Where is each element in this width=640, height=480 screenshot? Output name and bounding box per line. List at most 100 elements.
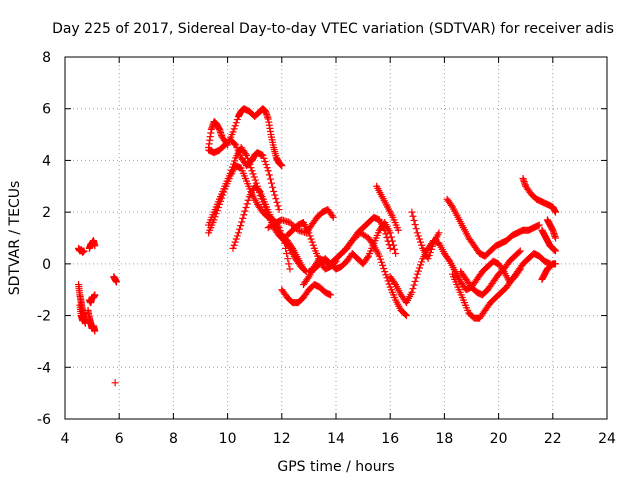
series-arc-3 [205,162,294,273]
data-point [299,265,307,273]
data-point [272,195,280,203]
data-point [241,207,249,215]
x-tick-label: 8 [169,431,178,447]
y-tick-label: -4 [37,360,51,376]
data-point [392,250,400,258]
data-point [227,166,235,174]
y-tick-label: -6 [37,412,51,428]
y-tick-label: 4 [42,153,51,169]
data-point [408,208,416,216]
series-late-d [543,216,560,242]
data-point [415,235,423,243]
data-point [306,232,314,240]
data-point [232,235,240,243]
data-point [408,288,416,296]
x-tick-label: 16 [381,431,399,447]
data-point [286,218,294,226]
data-point [236,225,244,233]
data-point [387,233,395,241]
data-point [230,125,238,133]
data-point [401,311,409,319]
data-point [265,171,273,179]
data-point [241,150,249,158]
data-point [535,221,543,229]
data-point [91,242,99,250]
data-point [350,235,358,243]
data-point [516,265,524,273]
data-point [329,213,337,221]
data-point [417,261,425,269]
series-late-b [538,226,560,255]
data-point [305,229,313,237]
data-point [91,327,99,335]
data-point [261,157,269,165]
series-early-g [110,273,120,286]
data-point [264,167,272,175]
data-point [245,157,253,165]
data-point [391,279,399,287]
x-tick-label: 20 [490,431,508,447]
x-tick-label: 12 [273,431,291,447]
data-point [271,191,279,199]
data-point [309,241,317,249]
data-point [515,267,523,275]
data-point [243,151,251,159]
axis-ticks [64,56,608,420]
data-point [275,206,283,214]
data-point [242,203,250,211]
data-point [334,253,342,261]
data-point [111,379,119,387]
data-point [369,240,377,248]
data-point [273,198,281,206]
series-early-e [84,306,99,335]
data-point [233,116,241,124]
data-points [75,105,560,387]
data-point [410,281,418,289]
data-point [285,260,293,268]
data-point [247,164,255,172]
data-point [230,241,238,249]
series-outlier [111,379,119,387]
data-point [239,214,247,222]
x-tick-label: 22 [544,431,562,447]
series-early-f [85,291,99,307]
data-point [418,258,426,266]
x-tick-label: 14 [327,431,345,447]
y-tick-label: 6 [42,102,51,118]
data-point [412,274,420,282]
data-point [375,252,383,260]
data-point [413,270,421,278]
data-point [249,170,257,178]
data-point [363,254,371,262]
data-point [250,173,258,181]
data-point [552,208,560,216]
data-point [412,225,420,233]
data-point [237,222,245,230]
data-point [91,291,99,299]
series-late-c [538,260,560,283]
grid [65,57,607,419]
data-point [238,218,246,226]
data-point [445,256,453,264]
data-point [327,291,335,299]
data-point [552,247,560,255]
data-point [382,230,390,238]
data-point [286,265,294,273]
data-point [231,122,239,130]
series-band-h [386,237,448,307]
data-point [385,280,393,288]
data-point [411,277,419,285]
data-point [425,252,433,260]
data-point [413,229,421,237]
data-point [230,160,238,168]
y-tick-labels: -6 -4 -2 0 2 4 6 8 [37,50,51,428]
data-point [418,241,426,249]
data-point [308,238,316,246]
data-point [263,164,271,172]
data-point [231,140,239,148]
data-point [259,151,267,159]
data-point [447,201,455,209]
series-evening-c [440,250,524,294]
data-point [269,183,277,191]
